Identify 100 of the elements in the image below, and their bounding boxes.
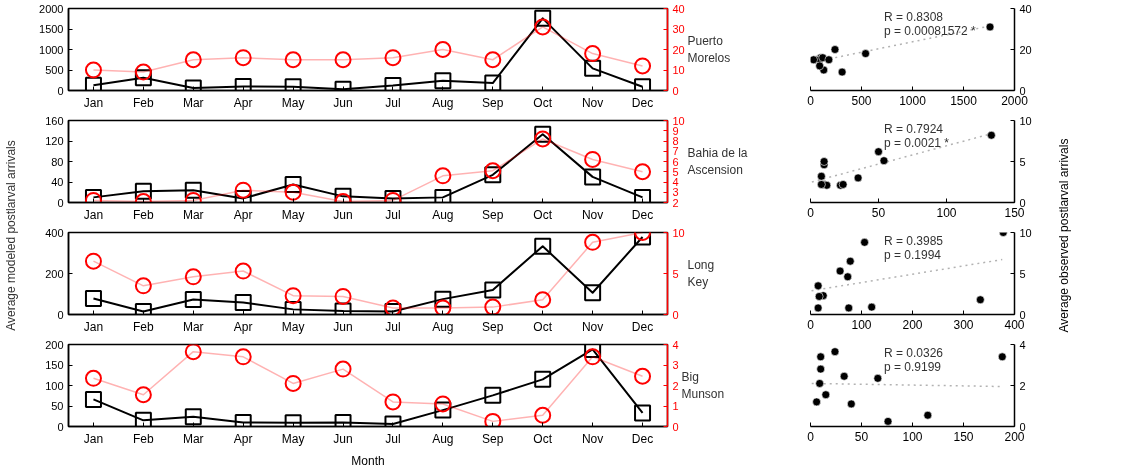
x-tick-label: Jul xyxy=(385,95,401,110)
x-tick-label: Feb xyxy=(133,95,155,110)
annotation: p = 0.00081572 * xyxy=(883,24,977,39)
annotation: R = 0.8308 xyxy=(883,10,944,25)
y-tick-label: 50 xyxy=(51,400,64,412)
y2-tick-label: 2 xyxy=(672,196,679,209)
y2-tick-label: 20 xyxy=(672,43,685,56)
x-tick-label: Mar xyxy=(182,95,204,110)
x-tick-label: Nov xyxy=(581,95,604,110)
y-tick-label: 2000 xyxy=(39,2,64,15)
x-tick-label: Nov xyxy=(581,319,604,334)
x-tick-label: May xyxy=(281,319,305,334)
x-tick-label: Sep xyxy=(482,319,504,334)
y2-tick-label: 30 xyxy=(672,23,685,35)
y2-tick-label: 3 xyxy=(672,359,679,371)
x-tick-label: Oct xyxy=(533,95,553,110)
y2-tick-label: 20 xyxy=(1019,43,1032,56)
x-tick-label: Sep xyxy=(482,95,504,110)
x-tick-label: Jun xyxy=(333,207,353,222)
y-tick-label: 0 xyxy=(57,196,64,209)
x-tick-label: Jul xyxy=(385,431,401,446)
x-tick-label: Jun xyxy=(333,95,353,110)
text: Big Munson xyxy=(681,370,725,401)
y-tick-label: 200 xyxy=(45,338,64,351)
x-tick-label: Feb xyxy=(133,431,155,446)
y2-tick-label: 0 xyxy=(1019,308,1026,321)
text: Bahia de la Ascension xyxy=(687,146,748,177)
x-tick-label: 50 xyxy=(871,205,886,220)
x-tick-label: Apr xyxy=(233,207,253,222)
x-tick-label: Jun xyxy=(333,319,353,334)
annotation: p = 0.9199 xyxy=(883,360,942,375)
y2-tick-label: 10 xyxy=(1019,114,1032,127)
y2-tick-label: 10 xyxy=(1019,226,1032,239)
x-tick-label: Apr xyxy=(233,319,253,334)
y2-tick-label: 7 xyxy=(672,145,679,158)
annotation: p = 0.0021 * xyxy=(883,136,950,151)
x-tick-label: 100 xyxy=(902,429,923,444)
y-tick-label: 80 xyxy=(51,155,64,168)
x-tick-label: Aug xyxy=(432,319,454,334)
y2-tick-label: 10 xyxy=(672,226,685,239)
x-tick-label: Oct xyxy=(533,431,553,446)
x-tick-label: Dec xyxy=(631,95,654,110)
x-tick-label: May xyxy=(281,95,305,110)
x-tick-label: 200 xyxy=(902,317,923,332)
x-tick-label: Aug xyxy=(432,95,454,110)
y-tick-label: 0 xyxy=(57,420,64,433)
y2-tick-label: 0 xyxy=(1019,196,1026,209)
x-tick-label: 300 xyxy=(953,317,974,332)
y2-tick-label: 40 xyxy=(1019,2,1032,15)
x-tick-label: Feb xyxy=(133,207,155,222)
x-tick-label: Aug xyxy=(432,431,454,446)
annotation: R = 0.7924 xyxy=(883,122,944,137)
x-tick-label: Dec xyxy=(631,207,654,222)
y2-tick-label: 4 xyxy=(672,176,679,188)
x-tick-label: Jan xyxy=(83,95,104,110)
y2-tick-label: 8 xyxy=(672,135,679,147)
y2-axis-title: Average observed postlarval arrivals xyxy=(1056,138,1071,333)
y-tick-label: 40 xyxy=(51,176,64,188)
y2-tick-label: 10 xyxy=(672,114,685,127)
x-tick-label: Jan xyxy=(83,319,104,334)
y2-tick-label: 6 xyxy=(672,155,679,168)
y2-tick-label: 9 xyxy=(672,124,679,137)
y-tick-label: 1000 xyxy=(39,43,64,56)
y2-tick-label: 5 xyxy=(1019,155,1026,168)
x-tick-label: Jan xyxy=(83,431,104,446)
x-tick-label: 50 xyxy=(854,429,869,444)
x-tick-label: Mar xyxy=(182,431,204,446)
y2-tick-label: 40 xyxy=(672,2,685,15)
y2-tick-label: 1 xyxy=(672,400,679,412)
x-tick-label: Jun xyxy=(333,431,353,446)
x-tick-label: 100 xyxy=(851,317,872,332)
annotation: R = 0.0326 xyxy=(883,346,944,361)
x-tick-label: Jul xyxy=(385,207,401,222)
y-tick-label: 150 xyxy=(45,359,64,371)
y2-tick-label: 0 xyxy=(672,84,679,97)
y2-tick-label: 0 xyxy=(1019,420,1026,433)
y2-tick-label: 0 xyxy=(672,308,679,321)
y2-tick-label: 10 xyxy=(672,64,685,76)
x-tick-label: Jan xyxy=(83,207,104,222)
x-tick-label: May xyxy=(281,431,305,446)
x-tick-label: Nov xyxy=(581,431,604,446)
x-tick-label: Dec xyxy=(631,431,654,446)
y-tick-label: 400 xyxy=(45,226,64,239)
y-tick-label: 0 xyxy=(57,308,64,321)
x-tick-label: Sep xyxy=(482,431,504,446)
y-tick-label: 120 xyxy=(45,135,64,147)
y2-tick-label: 5 xyxy=(1019,267,1026,280)
annotation: p = 0.1994 xyxy=(883,248,942,263)
y-tick-label: 160 xyxy=(45,114,64,127)
x-tick-label: 0 xyxy=(807,429,815,444)
x-axis-title: Month xyxy=(351,453,385,468)
x-tick-label: Mar xyxy=(182,319,204,334)
y-tick-label: 1500 xyxy=(39,23,64,35)
x-tick-label: 150 xyxy=(953,429,974,444)
y2-tick-label: 0 xyxy=(1019,84,1026,97)
y2-tick-label: 5 xyxy=(672,267,679,280)
y2-tick-label: 4 xyxy=(672,338,679,351)
x-tick-label: Sep xyxy=(482,207,504,222)
text: Puerto Morelos xyxy=(687,34,731,65)
x-tick-label: Mar xyxy=(182,207,204,222)
